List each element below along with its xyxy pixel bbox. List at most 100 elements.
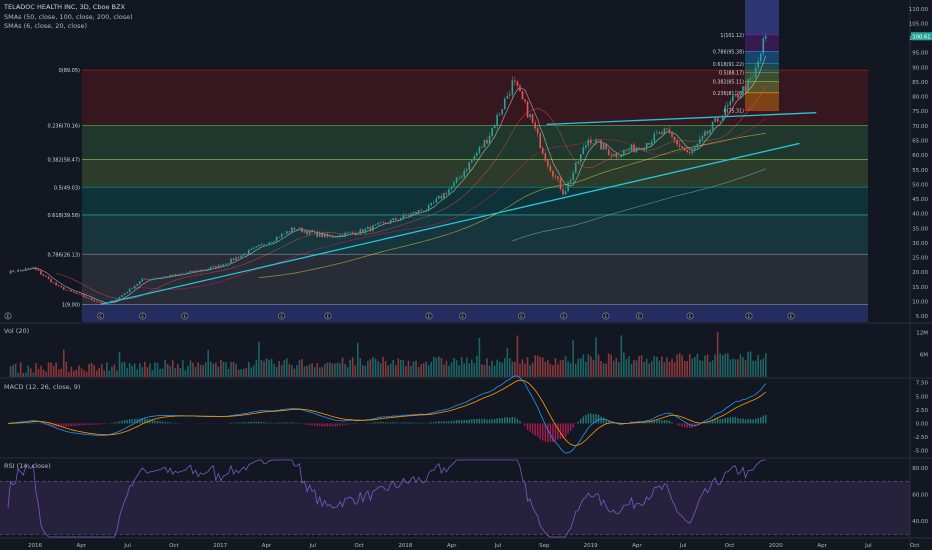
macd-histogram-bar: [638, 422, 640, 424]
macd-histogram-bar: [438, 421, 440, 424]
macd-histogram-bar: [443, 421, 445, 424]
volume-bar: [220, 359, 222, 377]
macd-histogram-bar: [605, 419, 607, 424]
volume-bar: [382, 356, 384, 377]
volume-bar: [704, 355, 706, 377]
candle-body: [645, 143, 648, 149]
volume-bar: [579, 358, 582, 377]
volume-bar: [250, 367, 253, 377]
macd-histogram-bar: [648, 422, 650, 424]
volume-bar: [265, 358, 268, 377]
volume-bar: [463, 363, 466, 377]
macd-histogram-bar: [286, 422, 288, 424]
recent-fib-zone: [745, 0, 779, 35]
macd-histogram-bar: [711, 419, 714, 424]
candle: [486, 136, 488, 145]
macd-histogram-bar: [52, 423, 55, 427]
candle-body: [443, 193, 445, 199]
candle-body: [567, 182, 569, 192]
price-axis-tick: 10.00: [912, 300, 928, 306]
volume-bar: [445, 360, 448, 377]
volume-bar: [174, 368, 177, 377]
candle: [732, 91, 734, 104]
candle: [199, 269, 202, 273]
candle: [65, 289, 68, 291]
rsi-label[interactable]: RSI (14, close): [4, 462, 51, 470]
macd-label[interactable]: MACD (12, 26, close, 9): [4, 383, 81, 391]
candle-body: [643, 148, 645, 150]
macd-histogram-bar: [387, 422, 389, 424]
candle-body: [754, 67, 757, 78]
candle: [220, 264, 222, 268]
candle-body: [382, 222, 384, 223]
candle-body: [331, 235, 334, 238]
candle-body: [209, 267, 212, 269]
candle: [630, 144, 633, 152]
candle-body: [493, 125, 496, 129]
candle-body: [501, 109, 504, 115]
volume-bar: [681, 355, 683, 377]
macd-histogram-bar: [316, 423, 318, 427]
candle-body: [585, 145, 587, 148]
candle: [415, 211, 417, 216]
volume-bar: [590, 356, 592, 377]
price-axis-tick: 15.00: [912, 285, 928, 291]
macd-histogram-bar: [744, 419, 747, 424]
candle: [326, 232, 329, 239]
candle: [237, 256, 240, 260]
candle-body: [70, 290, 73, 292]
candle: [597, 139, 600, 142]
candle: [138, 280, 141, 285]
macd-histogram-bar: [255, 421, 258, 424]
macd-histogram-bar: [268, 422, 270, 424]
volume-bar: [432, 356, 435, 377]
macd-histogram-bar: [131, 419, 133, 424]
candle-body: [671, 133, 673, 137]
candle: [265, 243, 268, 247]
macd-histogram-bar: [534, 423, 536, 436]
candle-body: [432, 202, 435, 204]
candle-body: [19, 269, 22, 271]
macd-signal-line: [7, 379, 767, 446]
candle: [278, 236, 280, 239]
candle: [88, 297, 90, 299]
sma-indicator-short[interactable]: SMAs (6, close, 20, close): [4, 22, 87, 30]
price-axis-tick: 70.00: [912, 124, 928, 130]
candle-body: [701, 136, 704, 139]
macd-histogram-bar: [602, 417, 605, 424]
candle: [334, 235, 336, 238]
volume-bar: [625, 358, 628, 377]
macd-histogram-bar: [645, 422, 648, 424]
candle: [14, 271, 17, 273]
candle: [17, 269, 19, 273]
candle: [625, 149, 628, 154]
price-axis-tick: 35.00: [912, 226, 928, 232]
macd-histogram-bar: [407, 422, 410, 424]
volume-label[interactable]: Vol (20): [4, 327, 30, 335]
candle-body: [541, 148, 544, 154]
macd-histogram-bar: [172, 422, 174, 424]
candle-body: [293, 227, 296, 230]
macd-histogram-bar: [440, 421, 443, 424]
candle: [721, 114, 724, 122]
volume-bar: [392, 359, 395, 377]
candle: [744, 82, 747, 93]
macd-histogram-bar: [590, 413, 592, 424]
candle-body: [468, 162, 471, 170]
earnings-marker-label: E: [520, 314, 523, 319]
candle-body: [455, 177, 458, 183]
volume-bar: [159, 369, 161, 377]
sma-indicator-long[interactable]: SMAs (50, close, 100, close, 200, close): [4, 13, 133, 21]
candle: [230, 258, 232, 264]
candle: [607, 147, 610, 157]
candle-body: [253, 247, 255, 249]
macd-histogram-bar: [341, 423, 344, 426]
candle-body: [592, 143, 595, 144]
candle: [250, 248, 253, 251]
candle-body: [656, 133, 658, 135]
volume-bar: [362, 365, 364, 377]
macd-histogram-bar: [283, 422, 285, 424]
volume-bar: [656, 356, 658, 377]
earnings-marker-label: E: [7, 314, 10, 319]
